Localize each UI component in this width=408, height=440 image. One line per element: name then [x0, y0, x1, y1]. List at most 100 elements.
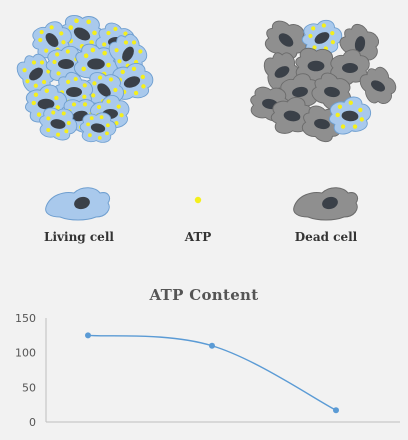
- atp-dot: [31, 60, 37, 65]
- dead-cell-label: Dead cell: [294, 230, 358, 244]
- atp-dot: [131, 66, 137, 72]
- atp-dot: [44, 88, 50, 93]
- y-tick-label: 150: [15, 312, 36, 325]
- atp-dot: [65, 49, 70, 54]
- dead-cell: [306, 66, 359, 117]
- atp-dot-icon: [194, 196, 202, 204]
- atp-dot: [106, 123, 110, 128]
- atp-dot: [119, 113, 124, 118]
- chart-title: ATP Content: [149, 286, 259, 304]
- atp-dot: [36, 112, 42, 117]
- atp-dot: [108, 77, 114, 82]
- dead-cell: [259, 47, 306, 97]
- atp-dot: [81, 66, 86, 72]
- atp-dot: [86, 19, 91, 25]
- atp-dot: [68, 25, 74, 30]
- atp-dot: [46, 116, 51, 121]
- dead-cell: [334, 17, 387, 70]
- y-tick-label: 0: [29, 416, 36, 429]
- living-cell: [324, 92, 376, 139]
- atp-dot: [102, 50, 107, 56]
- atp-dot: [97, 136, 102, 140]
- atp-dot: [64, 129, 69, 134]
- living-cell-label: Living cell: [44, 230, 114, 244]
- atp-dot: [83, 53, 89, 59]
- atp-dot: [138, 49, 143, 54]
- atp-dot: [358, 107, 363, 113]
- atp-dot: [113, 87, 118, 93]
- atp-dot: [56, 132, 61, 137]
- dead-cell: [267, 94, 317, 137]
- dead-cell: [354, 61, 402, 111]
- living-cell: [103, 27, 154, 80]
- atp-dot: [91, 93, 96, 98]
- atp-dot: [352, 124, 358, 129]
- atp-dot: [117, 59, 122, 64]
- atp-dot: [141, 84, 146, 89]
- living-cell-icon: [45, 187, 111, 221]
- data-point: [333, 407, 339, 414]
- dead-cell: [260, 15, 313, 64]
- atp-dot: [71, 102, 77, 107]
- atp-dot: [56, 71, 61, 76]
- atp-dot: [49, 25, 54, 30]
- atp-dot: [55, 105, 60, 110]
- atp-dot: [52, 59, 57, 65]
- living-cell: [79, 112, 117, 143]
- atp-dot: [116, 104, 121, 109]
- atp-dot: [39, 60, 45, 65]
- living-cell: [80, 68, 129, 112]
- atp-dot: [66, 121, 71, 126]
- atp-dot: [89, 40, 94, 45]
- atp-dot: [99, 115, 104, 120]
- atp-dot: [44, 48, 49, 53]
- atp-dot: [41, 79, 47, 85]
- atp-dot: [59, 31, 64, 36]
- dead-cell: [292, 44, 341, 87]
- atp-dot: [33, 92, 39, 97]
- living-cell: [56, 11, 108, 56]
- atp-dot: [335, 112, 340, 118]
- atp-dot: [312, 45, 317, 50]
- y-tick-label: 100: [15, 347, 36, 360]
- living-cell: [107, 60, 157, 103]
- atp-dot: [106, 99, 111, 104]
- living-cell-cluster: [11, 11, 157, 143]
- atp-dot: [66, 79, 71, 84]
- atp-dot: [82, 102, 88, 107]
- dead-cell: [297, 100, 348, 147]
- atp-dot: [106, 62, 111, 68]
- y-tick-label: 50: [22, 381, 36, 394]
- atp-dot: [102, 42, 107, 47]
- data-point: [85, 332, 91, 339]
- atp-dot: [97, 75, 103, 80]
- atp-dot: [90, 47, 96, 53]
- atp-dot: [106, 30, 111, 36]
- atp-dot: [337, 104, 343, 109]
- atp-dot: [330, 31, 335, 36]
- atp-dot: [105, 131, 109, 136]
- atp-dot: [330, 40, 335, 45]
- atp-dot: [92, 81, 97, 86]
- atp-dot: [133, 90, 139, 96]
- atp-dot: [82, 83, 87, 88]
- atp-dot: [120, 69, 125, 75]
- atp-dot: [61, 40, 66, 45]
- atp-dot: [113, 26, 118, 32]
- atp-dot: [38, 37, 43, 43]
- atp-dot: [359, 117, 364, 122]
- atp-dot: [82, 94, 87, 99]
- atp-dot: [340, 124, 346, 129]
- atp-dot: [321, 23, 326, 28]
- dead-cell-icon: [293, 187, 359, 221]
- atp-dot: [46, 128, 51, 132]
- living-cell: [299, 17, 345, 58]
- atp-dot: [54, 95, 59, 101]
- dead-cell: [325, 44, 375, 91]
- atp-dot: [123, 40, 129, 45]
- atp-dot: [33, 83, 38, 88]
- atp-dot: [39, 29, 44, 35]
- atp-dot: [61, 111, 66, 116]
- atp-dot: [86, 122, 90, 127]
